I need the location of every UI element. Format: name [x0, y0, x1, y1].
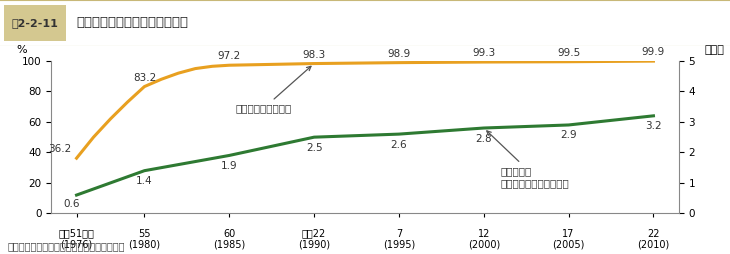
- Text: 99.9: 99.9: [642, 47, 665, 57]
- Text: 98.9: 98.9: [388, 49, 410, 59]
- Text: (1976): (1976): [61, 239, 93, 249]
- Text: 米飯給食実施校比率: 米飯給食実施校比率: [235, 66, 311, 114]
- Text: 2.5: 2.5: [306, 143, 323, 153]
- Text: (1995): (1995): [383, 239, 415, 249]
- Text: 2.9: 2.9: [561, 131, 577, 140]
- Text: 平成22: 平成22: [302, 229, 326, 239]
- Text: 2.8: 2.8: [475, 134, 492, 144]
- Text: 昭和51年度: 昭和51年度: [58, 229, 94, 239]
- Text: 55: 55: [138, 229, 150, 239]
- Text: 60: 60: [223, 229, 235, 239]
- Text: %: %: [17, 45, 27, 55]
- Text: 12: 12: [477, 229, 490, 239]
- Text: 1.4: 1.4: [136, 176, 153, 186]
- Text: (1990): (1990): [298, 239, 330, 249]
- Text: (2000): (2000): [468, 239, 500, 249]
- Text: 36.2: 36.2: [48, 144, 72, 154]
- Text: 1.9: 1.9: [221, 161, 237, 171]
- Text: (1980): (1980): [128, 239, 161, 249]
- Text: 99.3: 99.3: [472, 48, 496, 58]
- Text: 米飯学校給食の実施回数の推移: 米飯学校給食の実施回数の推移: [77, 16, 188, 29]
- Text: 0.6: 0.6: [64, 199, 80, 209]
- Text: 資料：文部科学省「米飯給食実施状況調査」: 資料：文部科学省「米飯給食実施状況調査」: [7, 242, 125, 251]
- Text: 98.3: 98.3: [302, 50, 326, 60]
- Text: 83.2: 83.2: [133, 73, 156, 83]
- Text: (2005): (2005): [553, 239, 585, 249]
- Text: 図2-2-11: 図2-2-11: [12, 18, 58, 28]
- FancyBboxPatch shape: [4, 5, 66, 41]
- Text: 週当たりの
平均実施回数（右目盛）: 週当たりの 平均実施回数（右目盛）: [487, 131, 569, 188]
- Text: (1985): (1985): [213, 239, 245, 249]
- Text: 7: 7: [396, 229, 402, 239]
- Text: 3.2: 3.2: [645, 121, 662, 131]
- Text: 22: 22: [648, 229, 660, 239]
- Text: 99.5: 99.5: [557, 48, 580, 58]
- Text: 2.6: 2.6: [391, 140, 407, 150]
- Text: (2010): (2010): [637, 239, 669, 249]
- Text: 97.2: 97.2: [218, 51, 241, 61]
- Text: 17: 17: [562, 229, 575, 239]
- Text: 回／週: 回／週: [704, 45, 724, 55]
